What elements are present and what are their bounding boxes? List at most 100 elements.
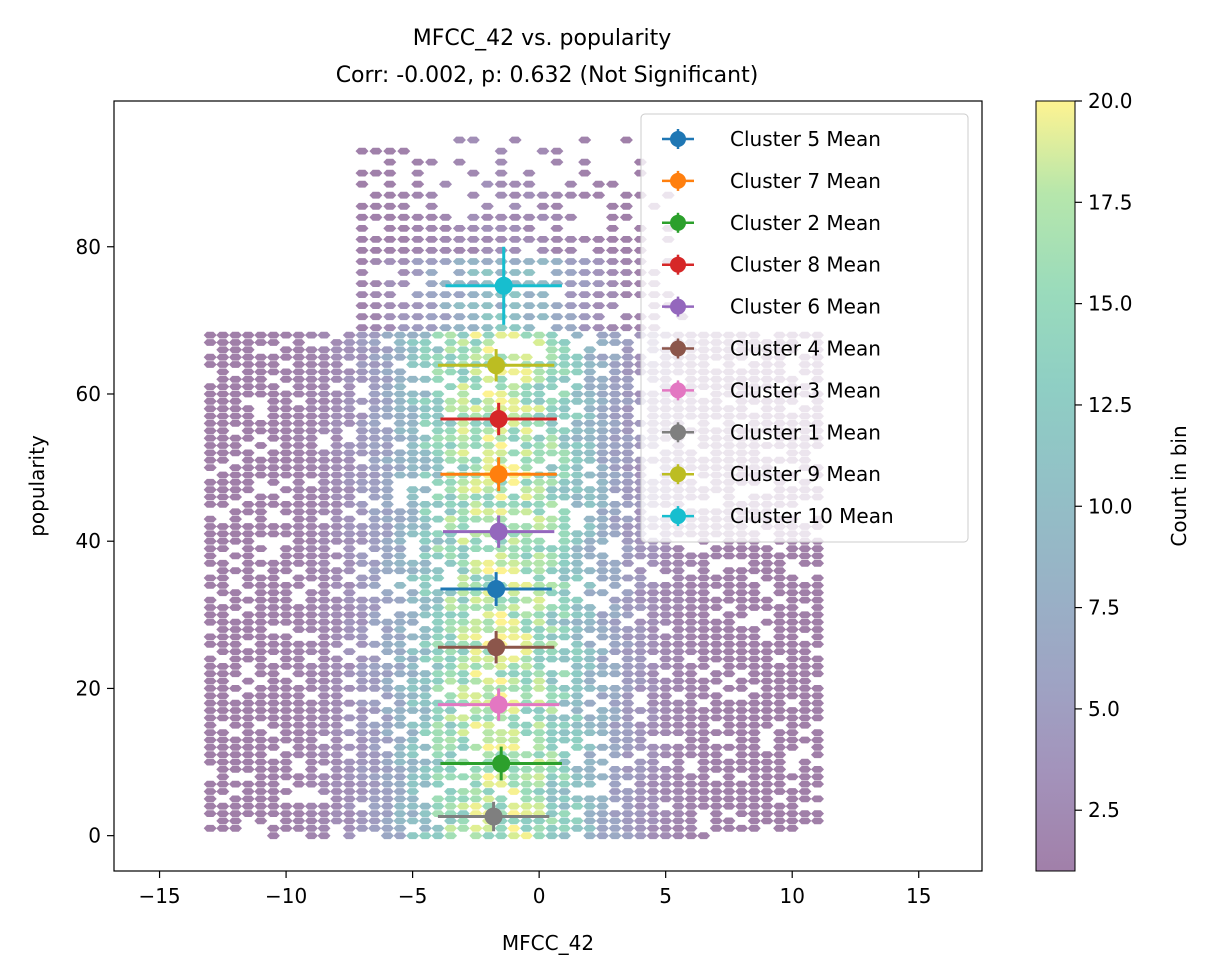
hexbin-cell — [595, 442, 609, 449]
hexbin-cell — [431, 714, 445, 722]
hexbin-cell — [583, 427, 597, 435]
hexbin-cell — [570, 707, 584, 714]
hexbin-cell — [368, 523, 382, 530]
hexbin-cell — [578, 280, 592, 287]
hexbin-cell — [216, 486, 230, 494]
hexbin-cell — [229, 515, 242, 523]
hexbin-cell — [633, 758, 647, 766]
hexbin-cell — [482, 596, 495, 604]
hexbin-cell — [266, 434, 280, 442]
hexbin-cell — [595, 331, 609, 339]
hexbin-cell — [532, 743, 546, 751]
hexbin-cell — [578, 136, 592, 144]
hexbin-cell — [583, 523, 597, 530]
hexbin-cell — [608, 567, 622, 575]
hexbin-cell — [595, 405, 609, 413]
hexbin-cell — [229, 685, 242, 692]
hexbin-cell — [608, 523, 622, 530]
hexbin-cell — [342, 773, 356, 781]
hexbin-cell — [241, 655, 255, 663]
hexbin-cell — [229, 802, 242, 810]
hexbin-cell — [393, 810, 407, 817]
hexbin-cell — [709, 648, 723, 655]
hexbin-cell — [241, 545, 255, 552]
hexbin-cell — [406, 729, 420, 736]
hexbin-cell — [621, 346, 635, 354]
hexbin-cell — [304, 685, 318, 692]
hexbin-cell — [621, 670, 635, 678]
hexbin-cell — [671, 545, 685, 552]
hexbin-cell — [355, 685, 369, 692]
hexbin-cell — [760, 640, 774, 648]
hexbin-cell — [203, 515, 217, 523]
hexbin-cell — [383, 169, 397, 177]
hexbin-cell — [456, 331, 470, 339]
hexbin-cell — [709, 743, 723, 751]
hexbin-cell — [508, 191, 522, 199]
hexbin-cell — [266, 611, 280, 619]
hexbin-cell — [633, 780, 647, 788]
hexbin-cell — [557, 405, 571, 413]
hexbin-cell — [292, 523, 306, 530]
hexbin-cell — [456, 559, 470, 567]
hexbin-cell — [811, 670, 824, 678]
hexbin-cell — [494, 545, 508, 552]
hexbin-cell — [444, 736, 458, 744]
hexbin-cell — [380, 824, 394, 832]
hexbin-cell — [241, 582, 255, 589]
hexbin-cell — [342, 515, 356, 523]
hexbin-cell — [411, 158, 425, 166]
hexbin-cell — [564, 324, 578, 332]
hexbin-cell — [444, 729, 458, 736]
hexbin-cell — [229, 758, 242, 766]
hexbin-cell — [747, 596, 761, 604]
hexbin-cell — [279, 655, 293, 663]
hexbin-cell — [583, 729, 597, 736]
hexbin-cell — [317, 780, 331, 788]
hexbin-cell — [342, 449, 356, 457]
hexbin-cell — [545, 802, 559, 810]
hexbin-cell — [550, 258, 564, 265]
hexbin-cell — [671, 707, 685, 714]
hexbin-cell — [671, 729, 685, 736]
hexbin-cell — [735, 699, 749, 707]
hexbin-cell — [608, 390, 622, 398]
x-tick-label: −10 — [265, 884, 307, 908]
hexbin-cell — [355, 559, 369, 567]
hexbin-cell — [570, 714, 584, 722]
hexbin-cell — [494, 434, 508, 442]
hexbin-cell — [621, 648, 635, 655]
hexbin-cell — [355, 721, 369, 729]
hexbin-cell — [557, 545, 571, 552]
hexbin-cell — [456, 552, 470, 560]
hexbin-cell — [773, 663, 787, 670]
hexbin-cell — [418, 640, 432, 648]
hexbin-cell — [545, 486, 559, 494]
hexbin-cell — [570, 390, 584, 398]
hexbin-cell — [520, 501, 533, 508]
hexbin-cell — [570, 780, 584, 788]
hexbin-cell — [456, 655, 470, 663]
hexbin-cell — [747, 714, 761, 722]
hexbin-cell — [722, 824, 736, 832]
hexbin-cell — [342, 346, 356, 354]
hexbin-cell — [608, 353, 622, 361]
hexbin-cell — [368, 368, 382, 376]
hexbin-cell — [241, 478, 255, 486]
hexbin-cell — [279, 618, 293, 626]
hexbin-cell — [621, 353, 635, 361]
hexbin-cell — [469, 633, 483, 641]
hexbin-cell — [292, 420, 306, 427]
hexbin-cell — [406, 817, 420, 825]
hexbin-cell — [595, 773, 609, 781]
hexbin-cell — [444, 626, 458, 633]
hexbin-cell — [304, 486, 318, 494]
hexbin-cell — [241, 795, 255, 803]
hexbin-cell — [466, 169, 480, 177]
hexbin-cell — [570, 331, 584, 339]
hexbin-cell — [456, 353, 470, 361]
hexbin-cell — [292, 361, 306, 368]
hexbin-cell — [709, 596, 723, 604]
hexbin-cell — [570, 530, 584, 538]
hexbin-cell — [592, 258, 606, 265]
